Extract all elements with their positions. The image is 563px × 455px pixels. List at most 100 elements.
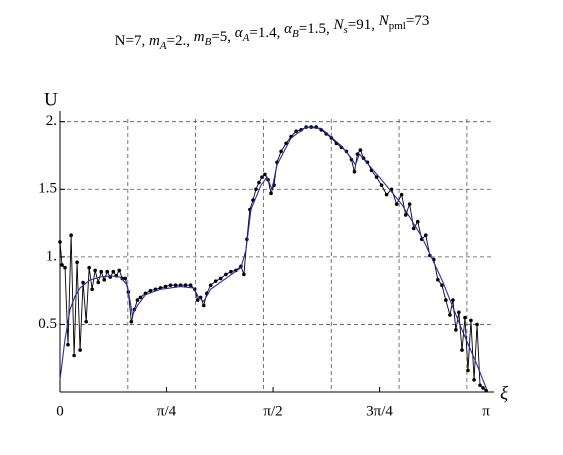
title-part: =5, xyxy=(211,29,234,45)
title-part: =91, xyxy=(348,17,379,33)
data-point xyxy=(374,175,379,179)
data-point xyxy=(279,149,283,154)
title-part: =1.5, xyxy=(299,21,334,37)
data-point xyxy=(75,260,79,265)
title-part: α xyxy=(284,21,293,37)
y-tick-label: 2. xyxy=(46,113,57,129)
data-point xyxy=(117,268,122,273)
data-point xyxy=(469,318,473,323)
data-point xyxy=(135,298,140,302)
y-axis-label: U xyxy=(44,89,58,110)
data-point xyxy=(78,348,82,352)
title-part: m xyxy=(149,33,160,49)
data-point xyxy=(87,265,91,270)
data-point xyxy=(263,172,267,177)
title-part: m xyxy=(194,29,205,45)
title-part: =73 xyxy=(406,13,429,29)
data-point xyxy=(99,269,104,274)
data-point xyxy=(472,378,476,382)
data-point xyxy=(195,298,200,302)
data-point xyxy=(481,386,485,390)
title-part: N xyxy=(378,13,390,29)
data-point xyxy=(224,272,228,277)
data-point xyxy=(294,129,298,133)
title-subscript: B xyxy=(205,36,212,48)
data-point xyxy=(229,269,233,274)
title-subscript: A xyxy=(159,40,167,52)
data-point xyxy=(284,141,288,146)
data-point xyxy=(163,284,168,289)
data-point xyxy=(213,279,218,283)
data-point xyxy=(352,169,357,174)
data-point xyxy=(60,263,64,267)
data-point xyxy=(394,202,399,206)
data-point xyxy=(148,288,153,293)
series-line xyxy=(59,126,487,389)
data-point xyxy=(460,348,464,352)
data-point xyxy=(188,283,193,288)
data-point xyxy=(260,175,264,179)
data-point xyxy=(411,226,416,231)
data-point xyxy=(58,240,62,244)
data-point xyxy=(358,148,363,152)
x-tick-label: 0 xyxy=(56,403,64,419)
data-point xyxy=(66,342,70,347)
title-subscript: B xyxy=(292,28,299,40)
data-point xyxy=(242,272,246,277)
data-point xyxy=(90,287,94,292)
data-point xyxy=(208,283,213,288)
title-part: =2., xyxy=(167,33,194,49)
title-part: =1.4, xyxy=(249,25,284,41)
data-point xyxy=(138,295,143,300)
x-tick-label: π/4 xyxy=(157,403,177,419)
title-part: N=7, xyxy=(115,33,149,49)
data-point xyxy=(436,278,440,282)
data-point xyxy=(129,319,134,324)
x-axis-label: ξ xyxy=(500,383,509,404)
data-point xyxy=(105,269,109,274)
x-tick-label: π xyxy=(482,403,490,419)
data-point xyxy=(254,187,258,192)
data-point xyxy=(423,233,428,238)
data-point xyxy=(84,319,88,324)
title-subscript: s xyxy=(343,24,347,36)
data-point xyxy=(415,219,420,224)
data-point xyxy=(475,322,479,327)
data-point xyxy=(111,269,116,274)
data-point xyxy=(451,298,455,302)
title-subscript: pml xyxy=(389,20,406,32)
data-point xyxy=(96,280,101,285)
data-point xyxy=(484,388,488,393)
data-point xyxy=(251,198,255,202)
data-point xyxy=(168,283,173,288)
data-point xyxy=(72,353,76,358)
data-point xyxy=(257,180,261,185)
data-point xyxy=(448,313,452,317)
title-part: N xyxy=(332,17,344,33)
data-point xyxy=(384,192,389,197)
y-tick-label: 0.5 xyxy=(38,316,57,332)
data-point xyxy=(69,233,73,238)
data-point xyxy=(123,276,128,281)
data-point xyxy=(466,368,470,373)
data-point xyxy=(355,152,360,156)
data-point xyxy=(379,183,384,188)
data-point xyxy=(399,192,404,197)
y-tick-label: 1. xyxy=(46,248,57,264)
y-tick-label: 1.5 xyxy=(38,181,57,197)
x-tick-label: 3π/4 xyxy=(366,403,393,419)
data-point xyxy=(454,328,458,332)
series-line xyxy=(59,126,487,391)
title-part: α xyxy=(235,25,244,41)
title-subscript: A xyxy=(242,32,250,44)
data-point xyxy=(444,298,448,302)
data-point xyxy=(81,280,85,285)
data-point xyxy=(440,283,444,288)
data-point xyxy=(93,268,97,273)
data-point xyxy=(403,213,408,217)
data-point xyxy=(102,278,107,282)
data-point xyxy=(201,303,206,308)
data-point xyxy=(269,191,273,196)
data-point xyxy=(407,202,412,206)
